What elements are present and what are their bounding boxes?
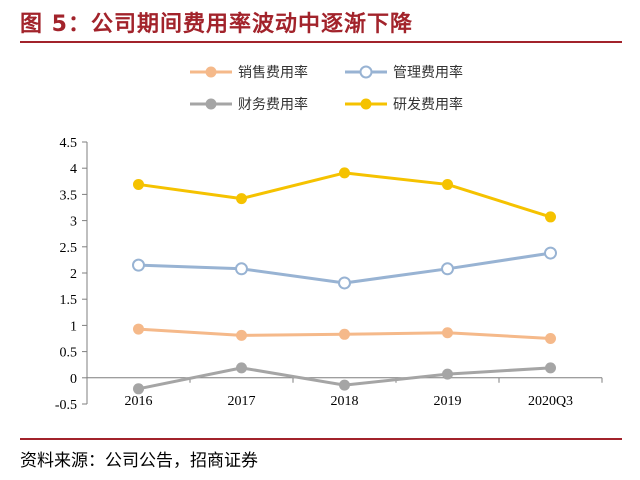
data-point: [545, 333, 556, 344]
data-point: [235, 262, 248, 276]
series-2: [132, 246, 557, 290]
y-tick-label: 3: [70, 215, 77, 230]
x-tick-label: 2020Q3: [528, 394, 573, 409]
data-point: [236, 362, 247, 374]
data-point: [544, 246, 557, 260]
y-tick-label: 4.5: [60, 136, 78, 151]
y-tick-label: 0: [70, 372, 77, 387]
source-note: 资料来源：公司公告，招商证券: [20, 451, 258, 471]
x-tick-label: 2019: [434, 394, 462, 409]
x-tick-label: 2018: [331, 394, 359, 409]
y-tick-label: 1.5: [60, 293, 78, 308]
data-point: [338, 276, 351, 290]
legend-item: 销售费用率: [190, 64, 308, 81]
legend-marker: [205, 66, 217, 78]
data-point: [545, 362, 556, 374]
legend-item: 财务费用率: [190, 96, 308, 113]
legend-marker: [205, 98, 217, 110]
data-point: [133, 178, 144, 190]
legend-marker: [359, 65, 373, 79]
legend-item: 管理费用率: [345, 64, 463, 81]
series-3: [133, 362, 556, 395]
y-tick-label: 2: [70, 267, 77, 282]
legend-marker: [360, 98, 372, 110]
series-1: [133, 323, 556, 344]
x-tick-label: 2017: [228, 394, 256, 409]
data-point: [442, 368, 453, 380]
y-tick-label: 3.5: [60, 188, 78, 203]
y-tick-label: 1: [70, 319, 77, 334]
series-line: [138, 171, 551, 219]
data-point: [441, 262, 454, 276]
x-tick-label: 2016: [125, 394, 153, 409]
title-rule: [20, 41, 622, 43]
y-tick-label: -0.5: [55, 398, 77, 413]
data-point: [236, 193, 247, 205]
data-point: [442, 327, 453, 339]
series-4: [133, 167, 556, 223]
source-rule: [20, 438, 622, 440]
data-point: [339, 167, 350, 179]
legend-label: 研发费用率: [393, 96, 463, 113]
legend-label: 管理费用率: [393, 64, 463, 81]
data-point: [339, 328, 350, 340]
y-tick-label: 0.5: [60, 346, 78, 361]
figure-title: 图 5：公司期间费用率波动中逐渐下降: [20, 12, 413, 37]
legend-label: 销售费用率: [238, 64, 308, 81]
y-tick-label: 2.5: [60, 241, 78, 256]
y-tick-label: 4: [70, 162, 77, 177]
data-point: [442, 178, 453, 190]
data-point: [236, 329, 247, 341]
data-point: [132, 258, 145, 272]
data-point: [133, 383, 144, 395]
data-point: [545, 211, 556, 223]
chart-axes: -0.5 0 0.5 1 1.5 2 2.5 3 3.5 4 4.5 2016 2017 2018 2019…: [55, 136, 603, 413]
data-point: [133, 323, 144, 335]
legend-label: 财务费用率: [238, 96, 308, 113]
chart-series: [132, 167, 557, 395]
legend-item: 研发费用率: [345, 96, 463, 113]
data-point: [339, 379, 350, 391]
